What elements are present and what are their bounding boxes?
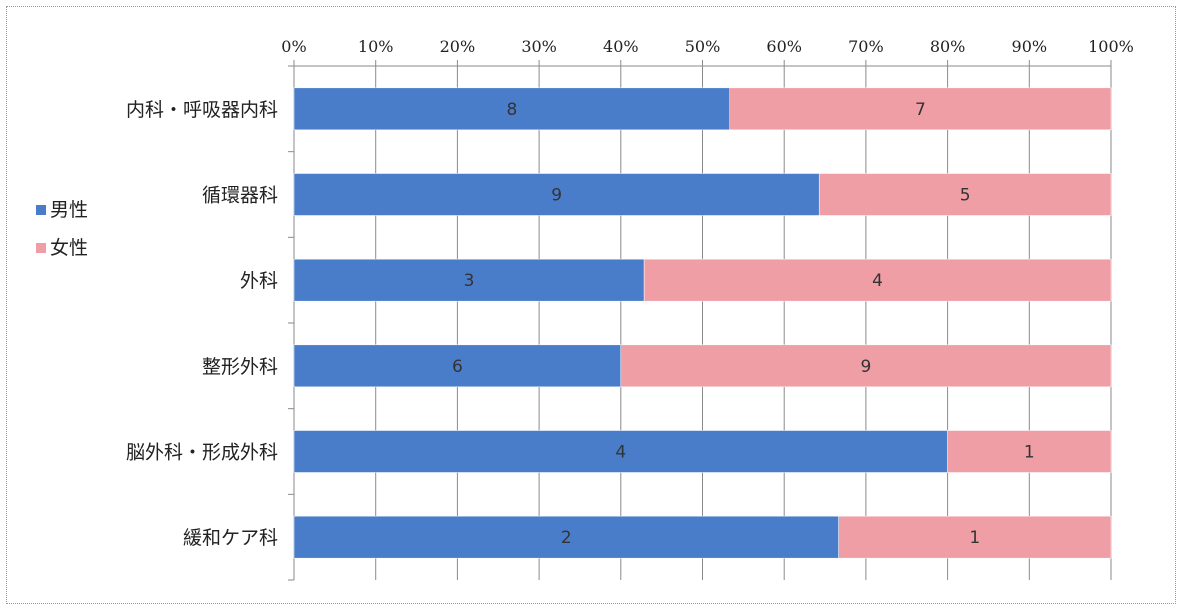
bar-segment-female [818, 173, 1112, 216]
data-label: 3 [464, 271, 475, 291]
data-label: 9 [860, 357, 871, 377]
bar-segment-male [293, 430, 948, 473]
bar-segment-female [947, 430, 1112, 473]
bar-segment-female [729, 87, 1112, 131]
x-tick-label: 0% [281, 37, 306, 56]
x-tick-label: 10% [358, 37, 394, 56]
bar-segment-female [620, 344, 1112, 388]
x-tick-label: 90% [1012, 37, 1048, 56]
data-label: 8 [506, 100, 517, 120]
x-tick-label: 60% [766, 37, 802, 56]
data-label: 4 [872, 271, 883, 291]
bar-segment-female [838, 515, 1112, 559]
x-tick-label: 20% [440, 37, 476, 56]
bar-segment-female [643, 258, 1112, 302]
data-label: 6 [452, 357, 463, 377]
legend-label: 男性 [50, 199, 88, 221]
data-label: 7 [915, 100, 926, 120]
legend-label: 女性 [50, 237, 88, 259]
data-label: 4 [615, 443, 626, 463]
legend-swatch [36, 205, 46, 215]
category-label: 内科・呼吸器内科 [126, 99, 278, 121]
x-tick-label: 80% [930, 37, 966, 56]
category-label: 循環器科 [202, 185, 278, 207]
legend-swatch [36, 243, 46, 253]
category-label: 脳外科・形成外科 [126, 442, 278, 464]
x-tick-label: 70% [848, 37, 884, 56]
x-tick-label: 40% [603, 37, 639, 56]
data-label: 5 [960, 186, 971, 206]
x-tick-label: 100% [1088, 37, 1134, 56]
category-label: 緩和ケア科 [183, 527, 278, 549]
category-label: 外科 [240, 270, 278, 292]
bar-segment-male [293, 515, 839, 559]
data-label: 1 [969, 528, 980, 548]
x-tick-label: 30% [521, 37, 557, 56]
data-label: 2 [561, 528, 572, 548]
data-label: 9 [551, 186, 562, 206]
x-tick-label: 50% [685, 37, 721, 56]
chart-frame [6, 6, 1176, 604]
bar-segment-male [293, 258, 645, 302]
bar-segment-male [293, 344, 622, 388]
data-label: 1 [1024, 443, 1035, 463]
bar-segment-male [293, 87, 730, 131]
bar-segment-male [293, 173, 820, 216]
category-label: 整形外科 [202, 356, 278, 378]
